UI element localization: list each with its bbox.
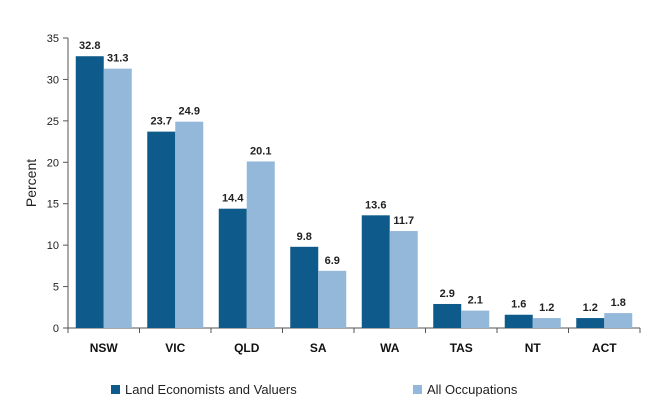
- bar-land-economists-sa: [290, 246, 319, 328]
- category-label-act: ACT: [592, 341, 617, 355]
- bar-land-economists-nt: [504, 314, 533, 328]
- data-label-all-occupations-vic: 24.9: [179, 106, 200, 118]
- bars: [75, 56, 633, 329]
- data-label-land-economists-vic: 23.7: [151, 116, 172, 128]
- data-label-land-economists-qld: 14.4: [222, 193, 244, 205]
- data-label-all-occupations-sa: 6.9: [325, 255, 340, 267]
- data-label-land-economists-wa: 13.6: [365, 199, 386, 211]
- legend-swatch-all-occupations: [413, 385, 422, 394]
- y-tick-label: 15: [47, 199, 59, 211]
- legend-swatch-land-economists: [111, 385, 120, 394]
- bar-all-occupations-tas: [461, 310, 490, 328]
- y-tick-label: 20: [47, 157, 59, 169]
- category-label-vic: VIC: [165, 341, 185, 355]
- y-tick-label: 10: [47, 240, 59, 252]
- legend-label-land-economists: Land Economists and Valuers: [125, 382, 297, 397]
- data-label-all-occupations-tas: 2.1: [468, 295, 483, 307]
- category-label-tas: TAS: [450, 341, 473, 355]
- category-label-nt: NT: [525, 341, 542, 355]
- y-axis-title: Percent: [23, 159, 39, 207]
- y-tick-label: 25: [47, 116, 59, 128]
- bar-land-economists-nsw: [75, 56, 104, 328]
- data-label-all-occupations-nt: 1.2: [539, 302, 554, 314]
- category-label-sa: SA: [310, 341, 327, 355]
- data-label-all-occupations-act: 1.8: [611, 297, 626, 309]
- x-axis: NSW VIC QLD SA WA TAS NT ACT: [67, 327, 641, 355]
- y-tick-label: 30: [47, 74, 59, 86]
- y-tick-label: 35: [47, 33, 59, 45]
- y-axis: 0 5 10 15 20 25 30 35: [47, 33, 69, 335]
- bar-all-occupations-nsw: [103, 68, 132, 329]
- data-label-land-economists-sa: 9.8: [297, 231, 312, 243]
- bar-land-economists-vic: [147, 131, 176, 328]
- data-label-land-economists-nt: 1.6: [511, 299, 526, 311]
- bar-all-occupations-qld: [246, 161, 275, 328]
- data-labels: 32.8 23.7 14.4 9.8 13.6 2.9 1.6 1.2 31.3 24.9 20.1…: [79, 40, 626, 314]
- category-label-wa: WA: [380, 341, 400, 355]
- legend-label-all-occupations: All Occupations: [427, 382, 518, 397]
- bar-all-occupations-act: [604, 313, 633, 328]
- data-label-land-economists-tas: 2.9: [440, 288, 455, 300]
- bar-land-economists-act: [576, 318, 605, 328]
- bar-land-economists-wa: [361, 215, 390, 328]
- category-label-qld: QLD: [234, 341, 260, 355]
- bar-land-economists-tas: [433, 303, 462, 328]
- bar-all-occupations-wa: [389, 231, 418, 328]
- data-label-land-economists-nsw: 32.8: [79, 40, 100, 52]
- bar-land-economists-qld: [218, 208, 247, 328]
- data-label-land-economists-act: 1.2: [583, 302, 598, 314]
- legend: Land Economists and Valuers All Occupati…: [111, 382, 518, 397]
- data-label-all-occupations-nsw: 31.3: [107, 53, 128, 65]
- bar-all-occupations-sa: [318, 270, 347, 328]
- y-tick-label: 5: [53, 282, 59, 294]
- bar-all-occupations-nt: [532, 318, 561, 328]
- category-label-nsw: NSW: [90, 341, 119, 355]
- y-tick-label: 0: [53, 323, 59, 335]
- data-label-all-occupations-wa: 11.7: [393, 215, 414, 227]
- data-label-all-occupations-qld: 20.1: [250, 145, 271, 157]
- bar-all-occupations-vic: [175, 121, 204, 328]
